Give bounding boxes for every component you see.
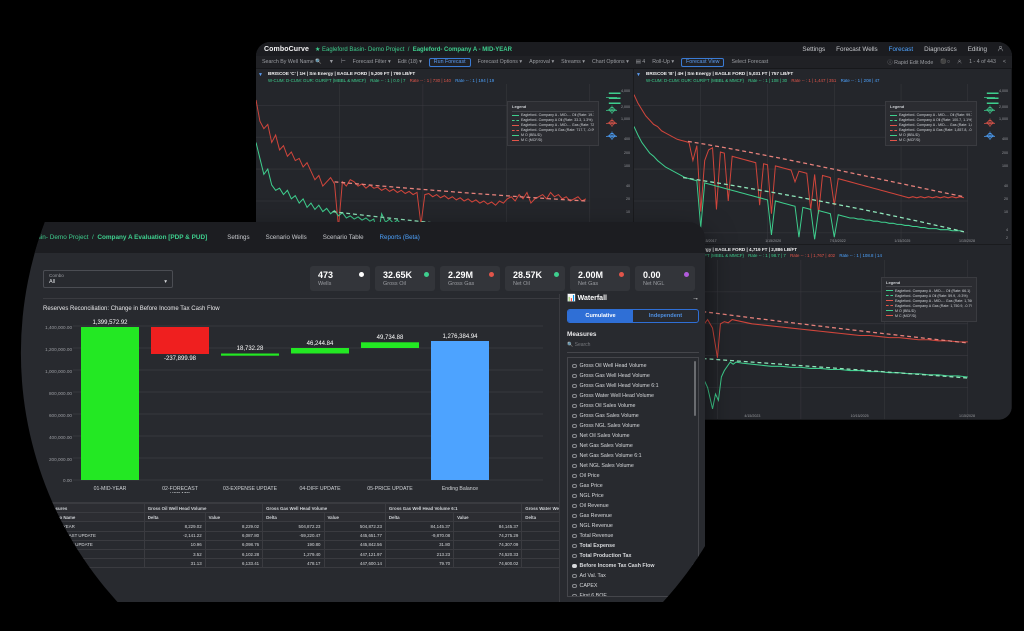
svg-text:800,000.00: 800,000.00	[49, 391, 72, 396]
svg-text:1,400,000.00: 1,400,000.00	[45, 325, 72, 330]
svg-text:01-MID-YEAR: 01-MID-YEAR	[94, 486, 127, 492]
svg-text:400,000.00: 400,000.00	[49, 435, 72, 440]
svg-text:0.00: 0.00	[63, 478, 72, 483]
svg-text:1,276,384.94: 1,276,384.94	[442, 334, 478, 340]
svg-text:18,732.28: 18,732.28	[237, 346, 264, 352]
svg-text:03-EXPENSE UPDATE: 03-EXPENSE UPDATE	[223, 486, 278, 492]
svg-text:04-DIFF UPDATE: 04-DIFF UPDATE	[299, 486, 341, 492]
svg-text:200,000.00: 200,000.00	[49, 457, 72, 462]
svg-text:1,200,000.00: 1,200,000.00	[45, 347, 72, 352]
svg-text:05-PRICE UPDATE: 05-PRICE UPDATE	[367, 486, 413, 492]
svg-text:1,000,000.00: 1,000,000.00	[45, 369, 72, 374]
svg-text:Ending Balance: Ending Balance	[442, 486, 478, 492]
svg-text:-237,899.98: -237,899.98	[164, 356, 197, 362]
svg-text:UPDATE: UPDATE	[170, 492, 191, 493]
svg-text:49,734.88: 49,734.88	[377, 335, 404, 341]
svg-text:1,399,572.92: 1,399,572.92	[92, 320, 128, 326]
svg-text:46,244.84: 46,244.84	[307, 341, 334, 347]
svg-text:600,000.00: 600,000.00	[49, 413, 72, 418]
